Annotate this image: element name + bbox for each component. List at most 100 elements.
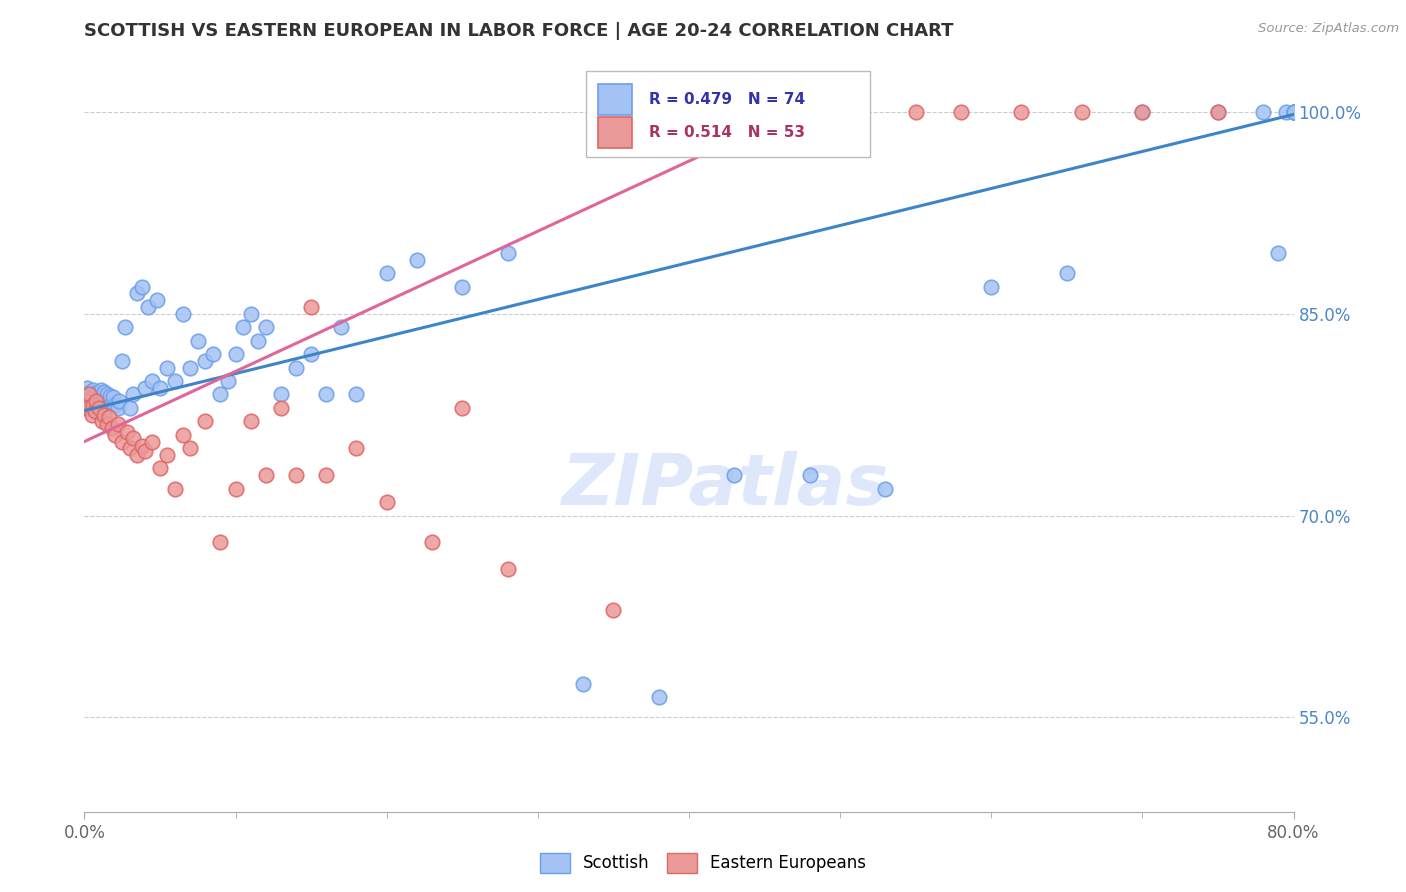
Point: [1011, 104, 1033, 119]
Point: [1282, 104, 1305, 119]
Point: [1282, 104, 1305, 119]
Text: ZIPatlas: ZIPatlas: [561, 451, 889, 520]
Point: [194, 353, 217, 368]
Point: [80, 390, 103, 404]
Point: [451, 401, 474, 415]
Point: [572, 677, 595, 691]
Point: [239, 414, 262, 428]
Point: [96, 387, 118, 401]
Point: [77, 387, 100, 401]
Point: [82, 398, 104, 412]
Text: SCOTTISH VS EASTERN EUROPEAN IN LABOR FORCE | AGE 20-24 CORRELATION CHART: SCOTTISH VS EASTERN EUROPEAN IN LABOR FO…: [84, 22, 953, 40]
Point: [1275, 104, 1298, 119]
Point: [108, 394, 131, 409]
Point: [127, 448, 149, 462]
Point: [247, 334, 270, 348]
Point: [830, 104, 852, 119]
Point: [98, 389, 121, 403]
Point: [209, 387, 232, 401]
Point: [209, 535, 232, 549]
Point: [165, 482, 187, 496]
Point: [76, 401, 98, 415]
Point: [86, 394, 108, 409]
Point: [111, 434, 134, 449]
Point: [146, 293, 169, 308]
Point: [1206, 104, 1229, 119]
Point: [121, 430, 143, 444]
Point: [141, 434, 163, 449]
Point: [1130, 104, 1153, 119]
Point: [1056, 266, 1078, 280]
Point: [156, 360, 179, 375]
Text: R = 0.479   N = 74: R = 0.479 N = 74: [650, 92, 806, 107]
Point: [1071, 104, 1094, 119]
Bar: [599, 84, 633, 115]
Point: [77, 394, 100, 409]
Point: [420, 535, 443, 549]
Point: [346, 387, 368, 401]
Point: [75, 394, 97, 409]
Text: Source: ZipAtlas.com: Source: ZipAtlas.com: [1258, 22, 1399, 36]
Point: [118, 401, 141, 415]
Point: [149, 461, 172, 475]
Point: [149, 381, 172, 395]
Point: [89, 401, 111, 415]
Point: [315, 468, 337, 483]
Point: [121, 387, 143, 401]
FancyBboxPatch shape: [586, 71, 870, 156]
Point: [225, 482, 247, 496]
Point: [299, 300, 322, 314]
Point: [346, 442, 368, 456]
Point: [1130, 104, 1153, 119]
Point: [285, 468, 308, 483]
Point: [980, 279, 1002, 293]
Point: [94, 392, 117, 407]
Point: [451, 279, 474, 293]
Point: [375, 495, 398, 509]
Point: [107, 417, 129, 431]
Point: [111, 353, 134, 368]
Point: [172, 427, 194, 442]
Point: [76, 381, 98, 395]
Point: [100, 421, 122, 435]
Point: [84, 392, 107, 407]
Point: [97, 410, 120, 425]
Point: [1282, 104, 1305, 119]
Point: [496, 246, 519, 260]
Point: [496, 562, 519, 576]
Point: [134, 381, 156, 395]
Point: [904, 104, 927, 119]
Point: [799, 468, 821, 483]
Point: [80, 408, 103, 422]
Point: [187, 334, 209, 348]
Point: [194, 414, 217, 428]
Point: [285, 360, 308, 375]
Point: [141, 374, 163, 388]
Point: [1206, 104, 1229, 119]
Bar: [599, 117, 633, 147]
Legend: Scottish, Eastern Europeans: Scottish, Eastern Europeans: [533, 847, 873, 880]
Point: [406, 252, 429, 267]
Point: [131, 279, 153, 293]
Point: [101, 390, 124, 404]
Point: [179, 360, 201, 375]
Point: [602, 603, 624, 617]
Point: [1282, 104, 1305, 119]
Point: [738, 104, 761, 119]
Point: [114, 320, 136, 334]
Point: [127, 286, 149, 301]
Point: [86, 386, 108, 401]
Point: [172, 307, 194, 321]
Point: [84, 403, 107, 417]
Point: [254, 320, 277, 334]
Point: [165, 374, 187, 388]
Point: [201, 347, 224, 361]
Point: [87, 392, 110, 406]
Point: [330, 320, 353, 334]
Point: [179, 442, 201, 456]
Point: [131, 439, 153, 453]
Point: [96, 417, 118, 431]
Point: [678, 104, 700, 119]
Point: [82, 384, 104, 398]
Point: [709, 104, 731, 119]
